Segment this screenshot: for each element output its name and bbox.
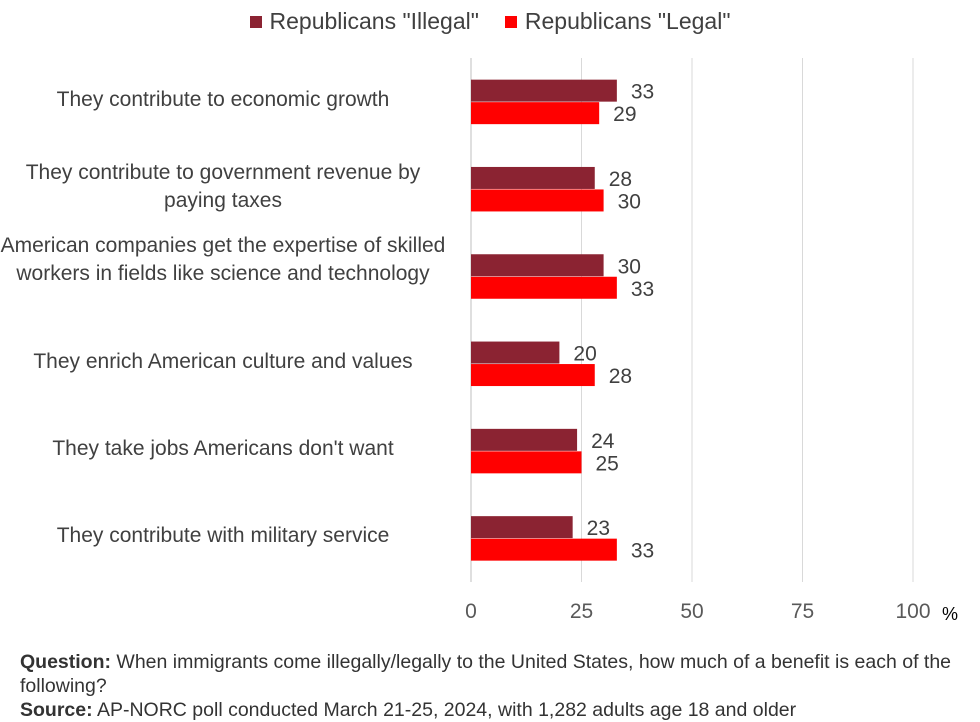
source-text: AP-NORC poll conducted March 21-25, 2024… <box>96 699 797 721</box>
category-label: American companies get the expertise of … <box>0 234 446 286</box>
legend-item-legal: Republicans "Legal" <box>504 8 731 35</box>
bar-legal <box>471 189 604 212</box>
bar-illegal <box>471 79 617 102</box>
data-label: 33 <box>631 540 654 563</box>
data-label: 28 <box>609 168 632 191</box>
bar-legal <box>471 451 582 474</box>
category-label: They take jobs Americans don't want <box>52 436 394 460</box>
category-label: They contribute to government revenue by… <box>25 160 421 212</box>
question-label: Question: <box>20 651 111 673</box>
x-tick-label: 100 <box>895 600 930 623</box>
legend-swatch-illegal <box>249 15 262 28</box>
data-label: 25 <box>596 452 619 475</box>
x-tick-label: 25 <box>570 600 593 623</box>
data-label: 30 <box>618 190 641 213</box>
bar-legal <box>471 364 595 387</box>
data-label: 30 <box>618 255 641 278</box>
legend: Republicans "Illegal" Republicans "Legal… <box>0 8 980 35</box>
legend-swatch-legal <box>504 15 517 28</box>
category-label: They enrich American culture and values <box>33 349 413 373</box>
data-label: 20 <box>573 343 596 366</box>
legend-label-illegal: Republicans "Illegal" <box>269 8 479 34</box>
data-label: 24 <box>591 430 615 453</box>
x-tick-label: 75 <box>791 600 814 623</box>
source-label: Source: <box>20 699 93 721</box>
question-line: Question: When immigrants come illegally… <box>20 650 960 698</box>
data-label: 33 <box>631 278 654 301</box>
legend-label-legal: Republicans "Legal" <box>524 8 731 34</box>
x-axis-unit: % <box>942 604 958 624</box>
x-tick-label: 50 <box>680 600 703 623</box>
source-line: Source: AP-NORC poll conducted March 21-… <box>20 698 960 722</box>
bar-illegal <box>471 428 578 451</box>
category-label: They contribute to economic growth <box>56 87 390 111</box>
bar-legal <box>471 538 617 561</box>
bar-illegal <box>471 341 560 364</box>
bar-legal <box>471 276 617 299</box>
data-label: 28 <box>609 365 632 388</box>
bar-illegal <box>471 166 595 189</box>
legend-item-illegal: Republicans "Illegal" <box>249 8 479 35</box>
bar-illegal <box>471 516 573 539</box>
data-label: 29 <box>613 103 636 126</box>
bar-legal <box>471 102 600 125</box>
bar-illegal <box>471 254 604 277</box>
chart-notes: Question: When immigrants come illegally… <box>20 650 960 722</box>
chart: Republicans "Illegal" Republicans "Legal… <box>0 8 980 624</box>
data-label: 23 <box>587 517 610 540</box>
category-label: They contribute with military service <box>56 524 390 548</box>
x-tick-label: 0 <box>465 600 477 623</box>
data-label: 33 <box>631 81 654 104</box>
question-text: When immigrants come illegally/legally t… <box>20 651 952 697</box>
